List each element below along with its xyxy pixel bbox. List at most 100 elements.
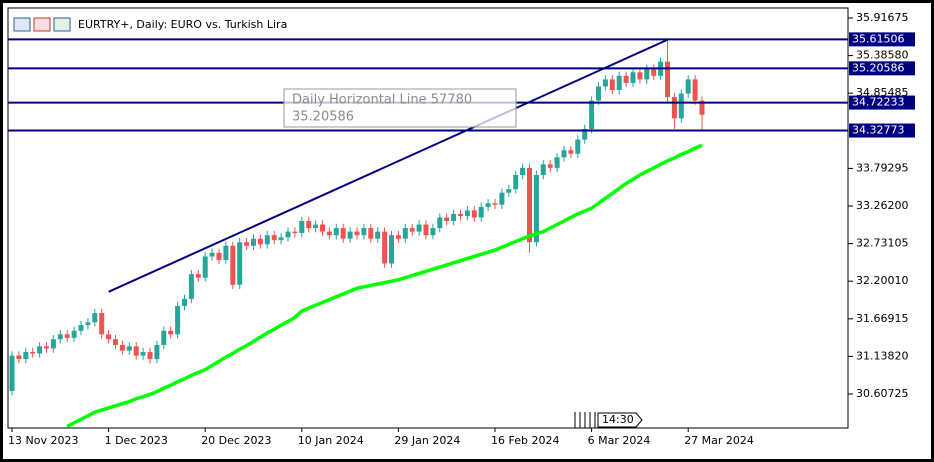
y-tick-label: 31.66915 — [856, 312, 909, 325]
candle-body — [651, 68, 657, 76]
candle-body — [182, 298, 187, 306]
candle-body — [113, 339, 118, 345]
candle-body — [168, 330, 174, 335]
y-tick-label: 30.60725 — [856, 387, 909, 400]
candle-body — [575, 139, 581, 154]
candle-body — [665, 61, 670, 98]
price-label-box — [849, 95, 915, 110]
candle-body — [506, 189, 512, 193]
candle-body — [416, 224, 422, 232]
candle-body — [527, 167, 532, 243]
price-label: 34.72233 — [852, 96, 905, 109]
candle-body — [382, 231, 388, 264]
candle-body — [278, 237, 284, 241]
moving-average — [66, 143, 703, 428]
candle-body — [64, 334, 70, 338]
time-box — [597, 412, 643, 428]
candle-body — [478, 206, 484, 218]
candle-body — [44, 346, 49, 349]
candle-body — [409, 228, 415, 232]
candle-body — [623, 75, 629, 83]
candle-body — [320, 224, 325, 232]
candle-body — [354, 231, 360, 236]
candle-body — [492, 203, 498, 205]
price-label: 34.32773 — [852, 124, 905, 137]
candle-body — [133, 346, 139, 356]
candle-body — [223, 245, 229, 260]
candle-body — [464, 210, 470, 217]
candle-body — [430, 228, 436, 236]
candle-body — [251, 238, 256, 246]
price-label: 35.61506 — [852, 32, 905, 45]
price-label-box — [849, 123, 915, 138]
candle-body — [230, 245, 236, 285]
candle-body — [71, 330, 77, 338]
icon — [53, 17, 71, 32]
candle-body — [561, 150, 567, 158]
candle-body — [685, 79, 691, 94]
candle-body — [361, 228, 367, 236]
candle-body — [92, 313, 98, 323]
candle-body — [237, 242, 243, 285]
candle-body — [126, 346, 132, 351]
candle-body — [513, 174, 519, 190]
candle-body — [368, 228, 374, 239]
x-tick-label: 13 Nov 2023 — [8, 434, 78, 447]
candle-body — [451, 213, 457, 222]
candle-body — [333, 228, 339, 236]
y-tick-label: 32.20010 — [856, 274, 909, 287]
candle-body — [533, 174, 539, 243]
trend-line — [108, 38, 668, 293]
candle-body — [547, 164, 553, 168]
candle-body — [161, 330, 167, 345]
candle-body — [340, 228, 346, 239]
candle-body — [389, 235, 394, 264]
plot-frame — [7, 7, 849, 429]
candle-body — [402, 228, 408, 239]
candle-body — [616, 75, 622, 91]
candle-body — [99, 313, 105, 335]
candle-body — [582, 128, 588, 140]
candle-body — [50, 339, 56, 349]
candle-body — [630, 72, 636, 83]
candle-body — [154, 344, 160, 360]
candle-body — [30, 352, 36, 354]
candle-body — [285, 231, 291, 238]
y-tick-label: 33.26200 — [856, 199, 909, 212]
toolbar-icons — [13, 17, 71, 32]
y-tick-label: 31.13820 — [856, 349, 909, 362]
candle-body — [423, 224, 429, 236]
candle-body — [188, 274, 194, 299]
x-tick-label: 1 Dec 2023 — [105, 434, 168, 447]
candle-body — [147, 352, 153, 360]
candle-body — [106, 334, 112, 340]
candle-body — [264, 235, 270, 245]
candle-body — [347, 231, 353, 239]
candle-body — [671, 97, 677, 119]
candle-body — [375, 231, 381, 239]
candle-body — [23, 352, 29, 360]
candle-body — [85, 322, 91, 326]
candle-body — [395, 235, 401, 239]
candle-body — [57, 334, 63, 340]
candle-body — [78, 325, 84, 331]
y-tick-label: 35.38580 — [856, 49, 909, 62]
candle-body — [692, 79, 698, 101]
x-tick-label: 10 Jan 2024 — [298, 434, 364, 447]
candle-body — [244, 242, 250, 246]
candle-body — [644, 68, 650, 80]
candle-body — [175, 305, 181, 335]
candle-body — [596, 86, 601, 101]
price-label: 35.20586 — [852, 61, 905, 74]
candle-body — [637, 72, 643, 80]
candle-body — [37, 346, 43, 354]
candle-body — [326, 231, 332, 236]
candle-body — [568, 150, 574, 154]
icon — [13, 17, 31, 32]
price-label-box — [849, 61, 915, 76]
candle-body — [140, 352, 146, 356]
y-tick-label: 32.73105 — [856, 237, 909, 250]
x-tick-label: 27 Mar 2024 — [684, 434, 754, 447]
x-tick-label: 16 Feb 2024 — [491, 434, 559, 447]
